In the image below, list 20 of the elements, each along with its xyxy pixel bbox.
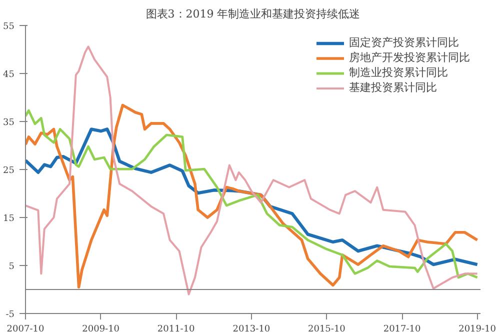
y-tick-label: 55 [3, 22, 15, 32]
y-tick-label: 15 [3, 214, 15, 224]
y-tick-label: 5 [8, 262, 15, 272]
y-tick-label: 45 [3, 70, 15, 80]
y-tick-label: 35 [3, 118, 15, 128]
y-tick-label: 25 [3, 166, 15, 176]
legend-label: 制造业投资累计同比 [349, 65, 448, 80]
x-tick-label: 2007-10 [6, 324, 44, 334]
y-tick-label: -5 [6, 310, 15, 320]
line-series [26, 46, 478, 296]
x-tick-label: 2013-10 [232, 324, 270, 334]
legend-label: 房地产开发投资累计同比 [349, 50, 470, 65]
chart-title: 图表3：2019 年制造业和基建投资持续低迷 [146, 8, 360, 20]
x-tick-label: 2015-10 [308, 324, 346, 334]
x-tick-label: 2011-10 [157, 324, 196, 334]
legend-label: 固定资产投资累计同比 [349, 35, 459, 50]
legend-label: 基建投资累计同比 [349, 80, 437, 95]
x-tick-label: 2017-10 [383, 324, 422, 334]
x-tick-label: 2009-10 [82, 324, 120, 334]
x-tick-label: 2019-10 [458, 324, 496, 334]
